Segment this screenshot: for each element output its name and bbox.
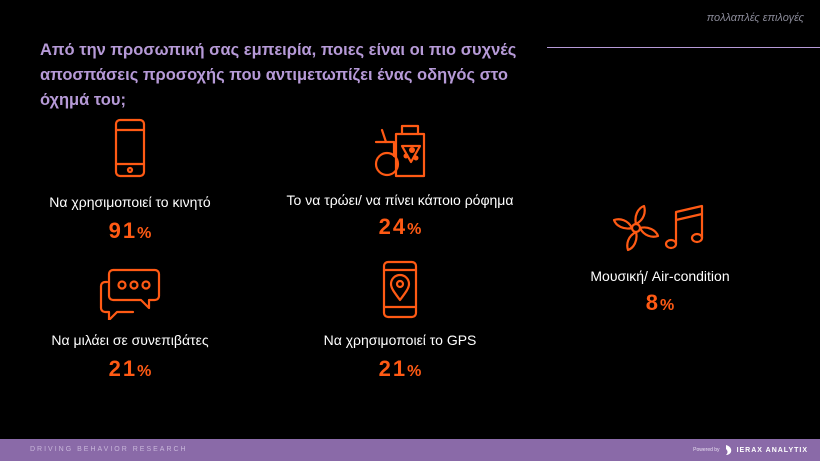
page-title: Από την προσωπική σας εμπειρία, ποιες εί… bbox=[40, 41, 517, 109]
stat-gps: Να χρησιμοποιεί το GPS 21% bbox=[300, 260, 500, 382]
footer-bar: DRIVING BEHAVIOR RESEARCH Powered by IER… bbox=[0, 439, 820, 461]
item-value: 8% bbox=[645, 290, 675, 315]
stat-talking-passengers: Να μιλάει σε συνεπιβάτες 21% bbox=[40, 266, 220, 382]
stat-music-aircondition: Μουσική/ Air-condition 8% bbox=[575, 200, 745, 316]
item-label: Μουσική/ Air-condition bbox=[590, 268, 730, 284]
item-value: 21% bbox=[108, 356, 152, 381]
item-label: Το να τρώει/ να πίνει κάποιο ρόφημα bbox=[286, 192, 514, 208]
title-divider bbox=[547, 47, 820, 48]
gps-phone-icon bbox=[382, 260, 418, 319]
footer-research-label: DRIVING BEHAVIOR RESEARCH bbox=[30, 446, 188, 453]
smartphone-icon bbox=[114, 118, 146, 178]
item-label: Να μιλάει σε συνεπιβάτες bbox=[51, 332, 209, 348]
item-label: Να χρησιμοποιεί το GPS bbox=[323, 332, 477, 348]
ierax-logo-icon bbox=[725, 445, 731, 455]
fan-icon bbox=[612, 204, 660, 252]
item-value: 24% bbox=[378, 214, 422, 239]
item-label: Να χρησιμοποιεί το κινητό bbox=[49, 194, 211, 210]
item-value: 21% bbox=[378, 356, 422, 381]
footer-brand: Powered by IERAX ANALYTIX bbox=[693, 444, 808, 456]
brand-name: IERAX ANALYTIX bbox=[736, 446, 808, 454]
multiple-choice-note: πολλαπλές επιλογές bbox=[706, 12, 804, 24]
stat-eating-drinking: Το να τρώει/ να πίνει κάποιο ρόφημα 24% bbox=[275, 122, 525, 240]
stat-mobile-phone: Να χρησιμοποιεί το κινητό 91% bbox=[40, 118, 220, 244]
chat-bubbles-icon bbox=[99, 268, 161, 320]
item-value: 91% bbox=[108, 218, 152, 243]
fan-music-icon bbox=[612, 204, 704, 252]
music-note-icon bbox=[664, 204, 704, 250]
food-drink-icon bbox=[374, 124, 426, 178]
powered-by-text: Powered by bbox=[693, 447, 720, 453]
